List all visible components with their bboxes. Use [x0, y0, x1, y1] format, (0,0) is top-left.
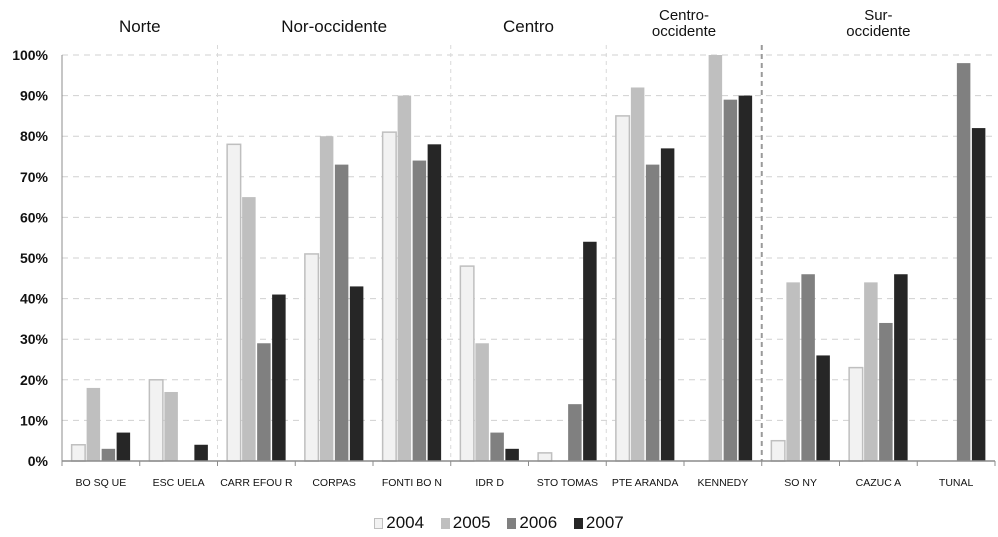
bar-2007-pte-aranda: [660, 148, 675, 461]
legend-item-2005: 2005: [440, 513, 491, 533]
x-tick-label: KENNEDY: [697, 477, 748, 489]
bar-2004-fontibon: [381, 131, 397, 462]
x-tick-label: SO NY: [784, 477, 817, 489]
x-tick-label: CAZUC A: [856, 477, 902, 489]
bar-2004-pte-aranda: [615, 115, 631, 462]
x-tick-label: STO TOMAS: [537, 477, 598, 489]
bar-2006-idrd: [490, 432, 504, 461]
legend-label-2007: 2007: [585, 513, 624, 532]
bar-2007-carrefour: [272, 294, 286, 461]
y-tick-label: 30%: [20, 331, 49, 347]
y-tick-label: 10%: [20, 412, 49, 428]
region-label: Norte: [119, 17, 161, 36]
region-label-line: Nor-occidente: [281, 17, 387, 36]
bar-2004-corpas: [304, 253, 320, 462]
x-tick-label: CORPAS: [312, 477, 356, 489]
bar-2005-bosque: [86, 387, 101, 461]
bar-chart: 0% 10% 20% 30% 40% 50% 60% 70% 80% 90% 100% Norte No…: [12, 7, 996, 489]
bar-2007-stotomas: [583, 241, 597, 461]
x-tick-label: CARR EFOU R: [220, 477, 293, 489]
bar-2007-fontibon: [427, 144, 442, 461]
bar-2007-sony: [816, 355, 830, 461]
bar-2005-escuela: [164, 391, 178, 461]
region-label-line: Centro: [503, 17, 554, 36]
y-tick-label: 50%: [20, 250, 49, 266]
bar-2006-bosque: [101, 448, 116, 461]
bar-2004-cazuca: [848, 366, 864, 462]
x-tick-label: BO SQ UE: [75, 477, 126, 489]
legend: 2004 2005 2006 2007: [0, 513, 998, 533]
bar-2005-corpas: [319, 136, 334, 461]
bar-2005-pte-aranda: [630, 87, 645, 461]
bar-2007-corpas: [349, 286, 364, 461]
bar-2005-sony: [786, 282, 800, 461]
bar-2007-cazuca: [894, 274, 908, 461]
region-label-line: occidente: [846, 23, 910, 40]
bar-2006-cazuca: [879, 322, 893, 461]
bar-2006-kennedy: [723, 99, 738, 461]
region-label-line: Norte: [119, 17, 161, 36]
region-label-line: occidente: [652, 23, 716, 40]
bar-2007-tunal: [971, 128, 986, 461]
bar-2006-fontibon: [412, 160, 427, 461]
y-tick-label: 100%: [12, 47, 48, 63]
bar-2004-escuela: [148, 379, 164, 462]
bar-2006-stotomas: [568, 404, 582, 461]
bar-2005-kennedy: [708, 55, 723, 461]
y-tick-label: 80%: [20, 128, 49, 144]
x-tick-label: FONTI BO N: [382, 477, 442, 489]
bar-2005-cazuca: [864, 282, 878, 461]
legend-item-2004: 2004: [374, 513, 424, 533]
legend-label-2004: 2004: [386, 513, 425, 532]
legend-item-2007: 2007: [573, 513, 624, 533]
bar-2006-carrefour: [257, 343, 271, 461]
region-label: Centro: [503, 17, 554, 36]
legend-swatch-2005: [440, 518, 450, 529]
bar-2006-corpas: [334, 164, 349, 461]
bar-2007-idrd: [505, 448, 519, 461]
bar-2004-carrefour: [226, 143, 242, 462]
legend-swatch-2007: [573, 518, 583, 529]
bar-2004-idrd: [459, 265, 475, 462]
bar-2004-stotomas: [537, 452, 553, 462]
legend-label-2005: 2005: [452, 513, 491, 532]
y-tick-label: 40%: [20, 291, 49, 307]
region-label-line: Centro-: [659, 7, 709, 24]
region-label: Sur-occidente: [846, 7, 910, 40]
bar-2005-fontibon: [397, 95, 412, 461]
bar-2004-sony: [770, 439, 786, 462]
bar-2007-bosque: [116, 432, 131, 461]
x-tick-label: IDR D: [475, 477, 504, 489]
x-tick-label: PTE ARANDA: [612, 477, 679, 489]
legend-label-2006: 2006: [519, 513, 558, 532]
legend-swatch-2006: [507, 518, 517, 529]
x-tick-label: TUNAL: [939, 477, 974, 489]
x-tick-label: ESC UELA: [153, 477, 205, 489]
bar-2006-pte-aranda: [645, 164, 660, 461]
region-label: Centro-occidente: [652, 7, 716, 40]
bar-2005-carrefour: [242, 197, 256, 461]
region-label: Nor-occidente: [281, 17, 387, 36]
bar-2006-sony: [801, 274, 815, 461]
y-tick-label: 0%: [28, 453, 49, 469]
region-label-line: Sur-: [864, 7, 892, 24]
legend-item-2006: 2006: [507, 513, 557, 533]
bar-2004-bosque: [70, 444, 86, 462]
bar-2005-idrd: [475, 343, 489, 461]
y-tick-label: 60%: [20, 209, 49, 225]
y-tick-label: 70%: [20, 169, 49, 185]
bar-2006-tunal: [956, 63, 971, 462]
legend-swatch-2004: [374, 518, 384, 529]
bar-2007-escuela: [194, 444, 208, 461]
y-tick-label: 90%: [20, 88, 49, 104]
y-tick-label: 20%: [20, 372, 49, 388]
bar-2007-kennedy: [738, 95, 753, 461]
